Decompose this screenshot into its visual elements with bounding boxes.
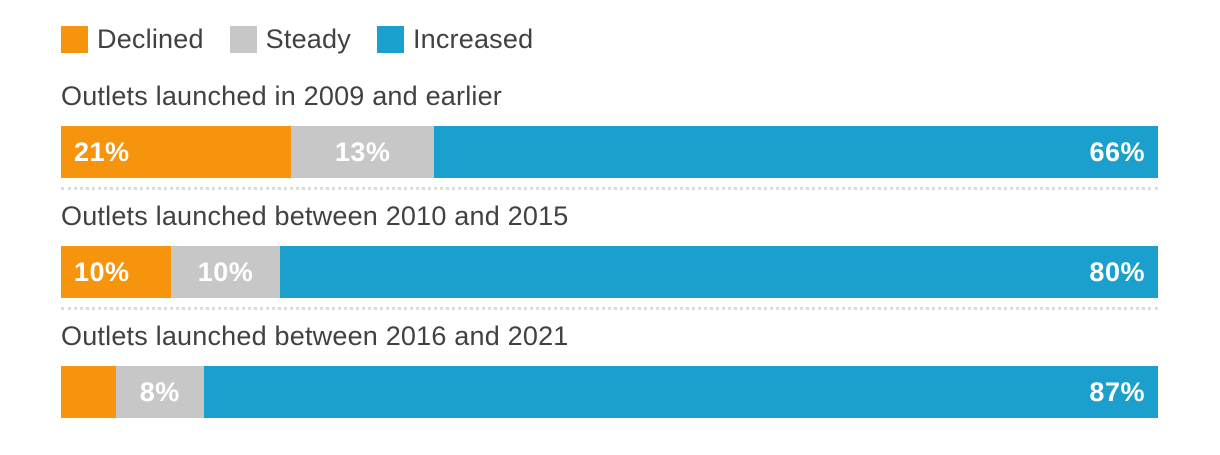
bar-segment-increased: 66% <box>433 126 1158 178</box>
bar-segment-label: 10% <box>74 256 130 287</box>
bar-segment-increased: 87% <box>203 366 1158 418</box>
legend-swatch-increased <box>376 25 404 53</box>
group-title: Outlets launched between 2010 and 2015 <box>61 201 569 231</box>
bar-segment-steady: 13% <box>291 126 434 178</box>
stacked-bar: 10% 10% 80% <box>61 246 1158 298</box>
chart-row-2016-2021: Outlets launched between 2016 and 2021 8… <box>61 322 1158 418</box>
row-separator <box>61 187 1158 190</box>
bar-segment-declined: 10% <box>61 246 171 298</box>
bar-segment-label: 80% <box>1089 256 1145 287</box>
bar-segment-label: 10% <box>197 256 254 287</box>
bar-segment-declined: 21% <box>61 126 292 178</box>
chart-row-2010-2015: Outlets launched between 2010 and 2015 1… <box>61 202 1158 298</box>
bar-segment-label: 13% <box>334 136 391 167</box>
bar-segment-label: 66% <box>1089 136 1145 167</box>
stacked-bar: 8% 87% <box>61 366 1158 418</box>
legend-item-steady: Steady <box>229 24 351 54</box>
bar-segment-increased: 80% <box>280 246 1158 298</box>
legend-label-increased: Increased <box>412 24 534 54</box>
legend-swatch-declined <box>61 25 88 53</box>
bar-segment-label: 21% <box>74 136 130 167</box>
row-separator <box>61 307 1158 310</box>
stacked-bar-chart: Declined Steady Increased Outlets launch… <box>61 25 1158 418</box>
bar-segment-label: 8% <box>139 376 180 407</box>
legend-item-increased: Increased <box>376 24 534 54</box>
legend-label-steady: Steady <box>265 24 351 54</box>
group-title: Outlets launched in 2009 and earlier <box>61 81 502 111</box>
bar-segment-steady: 10% <box>170 246 281 298</box>
legend-item-declined: Declined <box>61 25 204 53</box>
chart-legend: Declined Steady Increased <box>61 25 1158 53</box>
bar-segment-steady: 8% <box>115 366 204 418</box>
bar-segment-label: 87% <box>1089 376 1145 407</box>
legend-swatch-steady <box>229 25 257 53</box>
chart-row-2009-and-earlier: Outlets launched in 2009 and earlier 21%… <box>61 82 1158 178</box>
stacked-bar: 21% 13% 66% <box>61 126 1158 178</box>
bar-segment-declined <box>61 366 116 418</box>
legend-label-declined: Declined <box>97 24 204 54</box>
group-title: Outlets launched between 2016 and 2021 <box>61 321 569 351</box>
